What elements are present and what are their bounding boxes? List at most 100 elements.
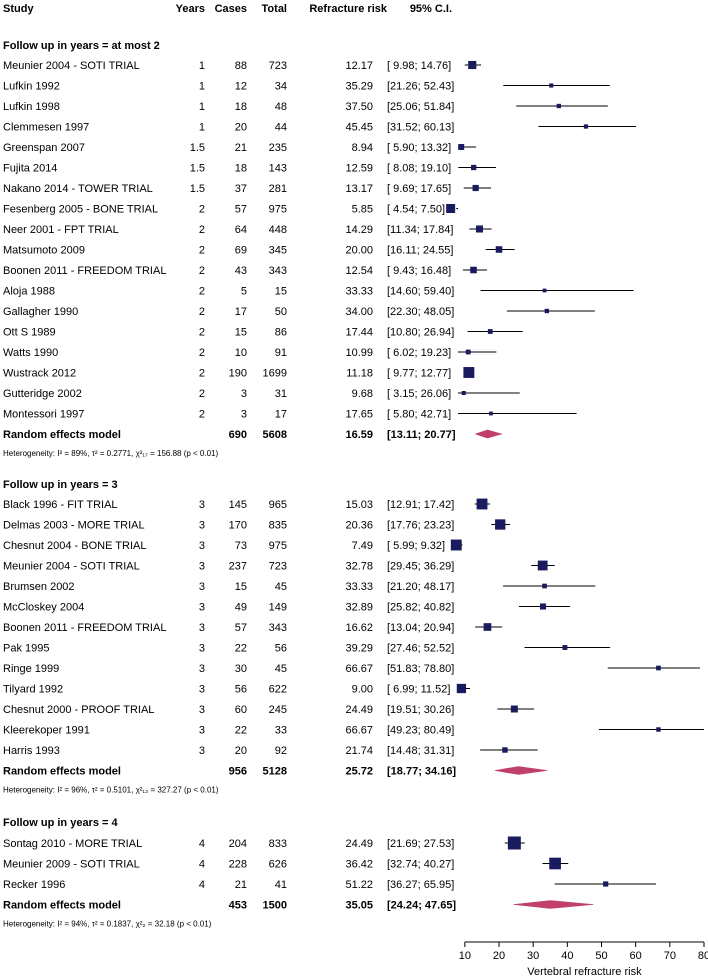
study-ci: [27.46; 52.52] (387, 643, 454, 655)
study-name: Neer 2001 - FPT TRIAL (3, 224, 119, 236)
summary-cases: 690 (229, 429, 247, 441)
study-total: 343 (269, 265, 287, 277)
study-risk: 12.59 (345, 163, 373, 175)
study-risk: 13.17 (345, 183, 373, 195)
x-tick-label: 50 (595, 950, 607, 962)
x-tick-label: 10 (459, 950, 471, 962)
study-name: Sontag 2010 - MORE TRIAL (3, 838, 142, 850)
study-marker (656, 727, 661, 732)
study-name: Matsumoto 2009 (3, 245, 85, 257)
study-risk: 32.89 (345, 602, 373, 614)
study-risk: 51.22 (345, 879, 373, 891)
study-name: Boonen 2011 - FREEDOM TRIAL (3, 622, 166, 634)
study-marker (456, 683, 467, 694)
study-cases: 15 (235, 327, 247, 339)
study-cases: 49 (235, 602, 247, 614)
study-marker (603, 881, 609, 887)
study-total: 343 (269, 622, 287, 634)
study-total: 835 (269, 520, 287, 532)
study-risk: 24.49 (345, 704, 373, 716)
summary-ci: [18.77; 34.16] (387, 766, 456, 778)
x-axis-title: Vertebral refracture risk (527, 966, 642, 978)
study-ci: [21.26; 52.43] (387, 81, 454, 93)
study-risk: 34.00 (345, 306, 373, 318)
study-name: Lufkin 1992 (3, 81, 60, 93)
study-total: 86 (275, 327, 287, 339)
study-marker (556, 103, 561, 109)
study-total: 245 (269, 704, 287, 716)
study-cases: 18 (235, 163, 247, 175)
study-cases: 170 (229, 520, 247, 532)
study-ci: [36.27; 65.95] (387, 879, 454, 891)
study-total: 149 (269, 602, 287, 614)
study-name: Meunier 2004 - SOTI TRIAL (3, 60, 140, 72)
study-total: 50 (275, 306, 287, 318)
study-name: Nakano 2014 - TOWER TRIAL (3, 183, 153, 195)
header-cases: Cases (215, 3, 247, 15)
study-years: 2 (199, 286, 205, 298)
study-years: 1 (199, 122, 205, 134)
study-name: Ringe 1999 (3, 663, 59, 675)
header-years: Years (176, 3, 205, 15)
study-risk: 24.49 (345, 838, 373, 850)
group-title: Follow up in years = at most 2 (3, 40, 160, 52)
study-marker (542, 583, 547, 589)
study-years: 3 (199, 499, 205, 511)
study-risk: 17.44 (345, 327, 373, 339)
heterogeneity-text: Heterogeneity: I² = 94%, τ² = 0.1837, χ²… (3, 920, 212, 929)
study-total: 622 (269, 684, 287, 696)
x-tick-label: 80 (698, 950, 708, 962)
study-marker (487, 329, 493, 334)
study-marker (475, 225, 484, 233)
study-name: Ott S 1989 (3, 327, 56, 339)
group-title: Follow up in years = 3 (3, 479, 118, 491)
summary-risk: 16.59 (345, 429, 373, 441)
study-risk: 5.85 (352, 204, 373, 216)
study-years: 2 (199, 224, 205, 236)
study-ci: [21.69; 27.53] (387, 838, 454, 850)
study-total: 626 (269, 859, 287, 871)
study-risk: 17.65 (345, 409, 373, 421)
study-years: 3 (199, 725, 205, 737)
study-name: Fesenberg 2005 - BONE TRIAL (3, 204, 158, 216)
study-marker (476, 498, 488, 510)
study-marker (549, 857, 561, 870)
study-risk: 37.50 (345, 101, 373, 113)
study-total: 833 (269, 838, 287, 850)
study-years: 4 (199, 879, 205, 891)
study-ci: [49.23; 80.49] (387, 725, 454, 737)
study-marker (489, 411, 493, 416)
study-total: 45 (275, 663, 287, 675)
study-marker (471, 164, 477, 171)
study-name: Chesnut 2000 - PROOF TRIAL (3, 704, 154, 716)
study-marker (468, 60, 477, 70)
study-risk: 7.49 (352, 540, 373, 552)
study-marker (483, 623, 492, 631)
summary-label: Random effects model (3, 766, 121, 778)
study-name: Montessori 1997 (3, 409, 84, 421)
study-cases: 15 (235, 581, 247, 593)
study-years: 2 (199, 306, 205, 318)
study-risk: 45.45 (345, 122, 373, 134)
study-cases: 18 (235, 101, 247, 113)
study-total: 235 (269, 142, 287, 154)
study-risk: 33.33 (345, 581, 373, 593)
study-total: 17 (275, 409, 287, 421)
header-risk: Refracture risk (309, 3, 388, 15)
study-years: 3 (199, 745, 205, 757)
x-tick-label: 70 (664, 950, 676, 962)
study-years: 4 (199, 838, 205, 850)
study-risk: 12.54 (345, 265, 373, 277)
study-ci: [14.60; 59.40] (387, 286, 454, 298)
study-marker (458, 144, 465, 150)
study-risk: 10.99 (345, 347, 373, 359)
study-ci: [11.34; 17.84] (387, 224, 453, 236)
study-risk: 36.42 (345, 859, 373, 871)
study-marker (537, 560, 548, 571)
study-cases: 5 (241, 286, 247, 298)
summary-ci: [24.24; 47.65] (387, 900, 456, 912)
study-marker (656, 665, 661, 671)
study-risk: 11.18 (346, 368, 373, 380)
summary-total: 5128 (263, 766, 287, 778)
study-total: 92 (275, 745, 287, 757)
